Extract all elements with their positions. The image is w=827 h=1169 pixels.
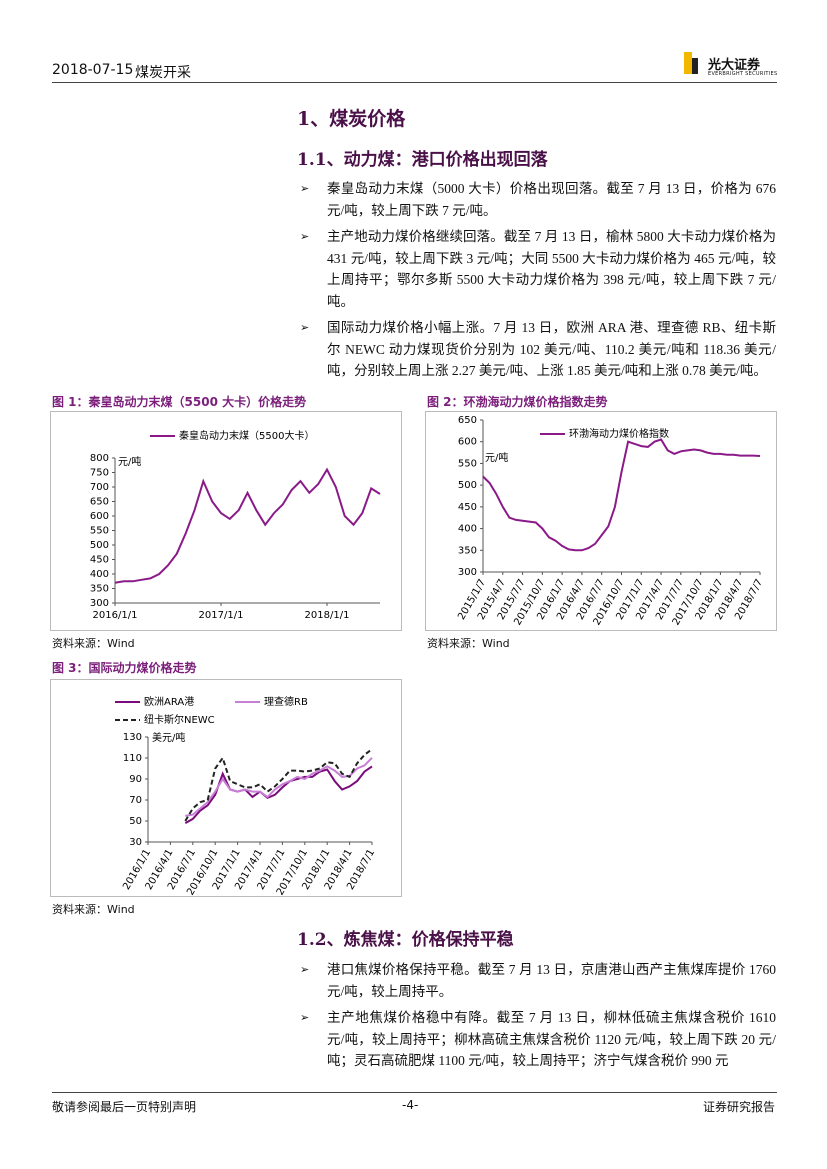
y-axis-label: 元/吨 — [118, 455, 141, 468]
y-tick-label: 350 — [458, 545, 477, 556]
y-tick-label: 300 — [458, 567, 477, 578]
y-tick-label: 550 — [458, 458, 477, 469]
x-tick-label: 2016/1/1 — [93, 610, 138, 621]
y-tick-label: 650 — [90, 497, 109, 508]
section-title: 1、煤炭价格 — [297, 108, 406, 130]
y-tick-label: 90 — [129, 774, 142, 785]
bullet: 主产地动力煤价格继续回落。截至 7 月 13 日，榆林 5800 大卡动力煤价格… — [300, 226, 776, 312]
header-rule — [52, 82, 777, 83]
y-tick-label: 800 — [90, 453, 109, 464]
subsection-title: 1.2、炼焦煤：价格保持平稳 — [297, 930, 514, 950]
series-line — [185, 757, 373, 817]
y-tick-label: 70 — [129, 795, 142, 806]
series-line — [114, 467, 381, 584]
brand: 光大证券 — [708, 58, 761, 73]
figure-source: 资料来源：Wind — [427, 637, 510, 650]
figure-caption: 图 1：秦皇岛动力末煤（5500 大卡）价格走势 — [52, 395, 307, 409]
y-tick-label: 110 — [123, 753, 142, 764]
y-tick-label: 450 — [90, 555, 109, 566]
y-tick-label: 50 — [129, 816, 142, 827]
y-tick-label: 400 — [90, 569, 109, 580]
legend-label: 欧洲ARA港 — [144, 696, 194, 708]
y-tick-label: 700 — [90, 482, 109, 493]
x-tick-label: 2017/1/1 — [199, 610, 244, 621]
header-date: 2018-07-15 — [52, 62, 134, 78]
footer-note: 敬请参阅最后一页特别声明 — [52, 1100, 197, 1114]
figure-frame — [50, 411, 402, 631]
y-tick-label: 350 — [90, 584, 109, 595]
brand-en: EVERBRIGHT SECURITIES — [708, 71, 778, 77]
figure-source: 资料来源：Wind — [52, 903, 135, 916]
series-line — [482, 438, 761, 552]
figure-caption: 图 3：国际动力煤价格走势 — [52, 661, 197, 675]
y-axis-label: 美元/吨 — [152, 731, 185, 744]
y-tick-label: 450 — [458, 502, 477, 513]
figure-caption: 图 2：环渤海动力煤价格指数走势 — [427, 395, 608, 409]
bullet: 国际动力煤价格小幅上涨。7 月 13 日，欧洲 ARA 港、理查德 RB、纽卡斯… — [300, 317, 776, 382]
series-line — [184, 748, 373, 822]
y-tick-label: 400 — [458, 524, 477, 535]
legend-label: 环渤海动力煤价格指数 — [569, 427, 669, 440]
y-tick-label: 500 — [458, 480, 477, 491]
page-number: -4- — [402, 1098, 419, 1112]
y-tick-label: 500 — [90, 540, 109, 551]
subsection-title: 1.1、动力煤：港口价格出现回落 — [297, 150, 548, 170]
header-topic: 煤炭开采 — [135, 65, 191, 81]
logo — [684, 52, 698, 74]
footer-label: 证券研究报告 — [703, 1100, 776, 1114]
legend-label: 理查德RB — [264, 695, 308, 708]
figure-frame — [50, 679, 402, 897]
y-tick-label: 550 — [90, 526, 109, 537]
y-tick-label: 300 — [90, 598, 109, 609]
footer-rule — [52, 1092, 777, 1093]
figure-source: 资料来源：Wind — [52, 637, 135, 650]
legend-label: 纽卡斯尔NEWC — [144, 713, 215, 726]
y-tick-label: 650 — [458, 415, 477, 426]
y-tick-label: 600 — [90, 511, 109, 522]
legend-label: 秦皇岛动力末煤（5500大卡） — [179, 429, 314, 442]
bullet: 港口焦煤价格保持平稳。截至 7 月 13 日，京唐港山西产主焦煤库提价 1760… — [300, 959, 776, 1002]
y-tick-label: 750 — [90, 468, 109, 479]
bullet-list: 港口焦煤价格保持平稳。截至 7 月 13 日，京唐港山西产主焦煤库提价 1760… — [300, 959, 776, 1077]
figure-frame — [425, 411, 777, 631]
y-axis-label: 元/吨 — [485, 451, 508, 464]
bullet: 秦皇岛动力末煤（5000 大卡）价格出现回落。截至 7 月 13 日，价格为 6… — [300, 178, 776, 221]
bullet-list: 秦皇岛动力末煤（5000 大卡）价格出现回落。截至 7 月 13 日，价格为 6… — [300, 178, 776, 387]
y-tick-label: 130 — [123, 732, 142, 743]
y-tick-label: 600 — [458, 437, 477, 448]
y-tick-label: 30 — [129, 837, 142, 848]
x-tick-label: 2018/1/1 — [305, 610, 350, 621]
bullet: 主产地焦煤价格稳中有降。截至 7 月 13 日，柳林低硫主焦煤含税价 1610 … — [300, 1007, 776, 1072]
